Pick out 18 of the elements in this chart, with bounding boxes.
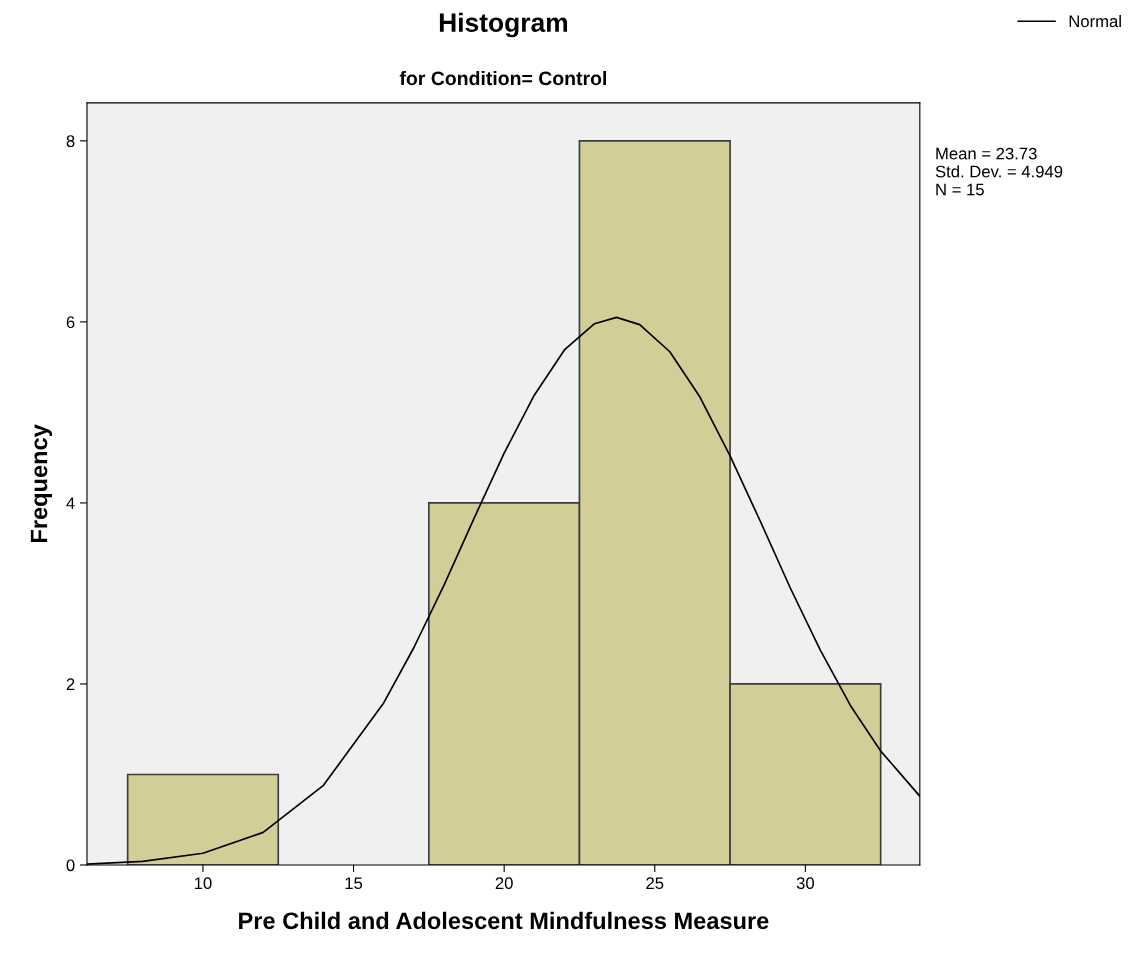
chart-title: Histogram xyxy=(439,12,568,38)
y-tick-label: 4 xyxy=(66,497,75,509)
text: Std. Dev. = 4.949 xyxy=(935,165,1063,178)
y-tick-label: 0 xyxy=(66,859,75,872)
chart-subtitle: for Condition= Control xyxy=(399,70,606,86)
legend-label: Normal xyxy=(1069,15,1121,28)
x-tick-label: 10 xyxy=(194,877,212,890)
text: Mean = 23.73 xyxy=(936,147,1037,160)
x-tick-label: 20 xyxy=(495,877,513,890)
x-axis-title: Pre Child and Adolescent Mindfulness Measure xyxy=(239,911,769,930)
text: N = 15 xyxy=(936,183,984,196)
x-tick-label: 15 xyxy=(345,877,363,890)
y-tick-label: 2 xyxy=(66,678,75,690)
y-axis-title: Frequency xyxy=(30,424,53,543)
x-tick-label: 30 xyxy=(796,877,814,890)
x-tick-label: 25 xyxy=(646,877,664,890)
y-tick-label: 8 xyxy=(66,135,75,148)
y-tick-label: 6 xyxy=(66,316,75,329)
